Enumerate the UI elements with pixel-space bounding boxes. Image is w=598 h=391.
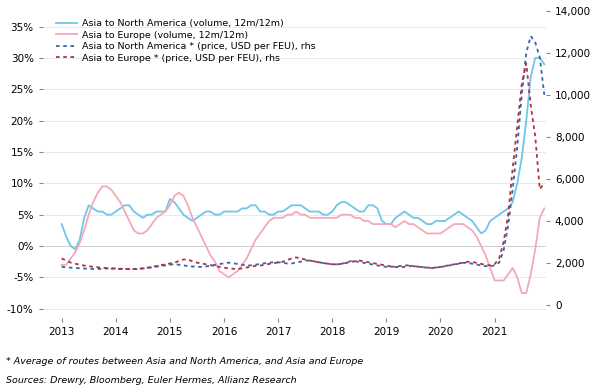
Asia to Europe * (price, USD per FEU), rhs bbox=[487, 263, 494, 268]
Legend: Asia to North America (volume, 12m/12m), Asia to Europe (volume, 12m/12m), Asia : Asia to North America (volume, 12m/12m),… bbox=[53, 16, 319, 66]
Asia to Europe * (price, USD per FEU), rhs bbox=[108, 266, 115, 271]
Asia to North America * (price, USD per FEU), rhs bbox=[288, 261, 295, 266]
Asia to Europe * (price, USD per FEU), rhs bbox=[478, 262, 485, 266]
Asia to Europe (volume, 12m/12m) bbox=[139, 231, 147, 236]
Asia to North America * (price, USD per FEU), rhs bbox=[58, 264, 65, 269]
Asia to North America (volume, 12m/12m) bbox=[446, 215, 453, 220]
Asia to Europe (volume, 12m/12m) bbox=[478, 244, 485, 248]
Line: Asia to Europe (volume, 12m/12m): Asia to Europe (volume, 12m/12m) bbox=[62, 187, 544, 293]
Asia to Europe (volume, 12m/12m) bbox=[58, 262, 65, 267]
Asia to Europe (volume, 12m/12m) bbox=[518, 291, 525, 295]
Asia to North America (volume, 12m/12m) bbox=[288, 203, 295, 208]
Asia to Europe * (price, USD per FEU), rhs bbox=[288, 256, 295, 261]
Asia to Europe * (price, USD per FEU), rhs bbox=[541, 181, 548, 185]
Asia to Europe (volume, 12m/12m) bbox=[288, 212, 295, 217]
Asia to Europe * (price, USD per FEU), rhs bbox=[135, 266, 142, 271]
Asia to North America (volume, 12m/12m) bbox=[532, 56, 539, 60]
Asia to Europe * (price, USD per FEU), rhs bbox=[58, 256, 65, 261]
Asia to North America * (price, USD per FEU), rhs bbox=[541, 93, 548, 97]
Asia to North America * (price, USD per FEU), rhs bbox=[446, 263, 453, 268]
Asia to Europe (volume, 12m/12m) bbox=[112, 194, 120, 198]
Asia to Europe * (price, USD per FEU), rhs bbox=[446, 263, 453, 267]
Text: Sources: Drewry, Bloomberg, Euler Hermes, Allianz Research: Sources: Drewry, Bloomberg, Euler Hermes… bbox=[6, 376, 297, 385]
Asia to North America (volume, 12m/12m) bbox=[112, 209, 120, 214]
Asia to North America * (price, USD per FEU), rhs bbox=[108, 266, 115, 271]
Asia to Europe * (price, USD per FEU), rhs bbox=[523, 61, 530, 66]
Asia to Europe (volume, 12m/12m) bbox=[541, 206, 548, 211]
Asia to North America * (price, USD per FEU), rhs bbox=[487, 264, 494, 269]
Asia to North America (volume, 12m/12m) bbox=[72, 247, 79, 251]
Asia to North America * (price, USD per FEU), rhs bbox=[527, 34, 535, 38]
Asia to Europe (volume, 12m/12m) bbox=[446, 225, 453, 230]
Asia to North America (volume, 12m/12m) bbox=[478, 231, 485, 236]
Asia to Europe (volume, 12m/12m) bbox=[487, 265, 494, 270]
Asia to North America (volume, 12m/12m) bbox=[139, 215, 147, 220]
Asia to North America * (price, USD per FEU), rhs bbox=[478, 263, 485, 268]
Asia to North America (volume, 12m/12m) bbox=[58, 222, 65, 226]
Asia to North America (volume, 12m/12m) bbox=[487, 219, 494, 223]
Line: Asia to North America * (price, USD per FEU), rhs: Asia to North America * (price, USD per … bbox=[62, 36, 544, 269]
Text: * Average of routes between Asia and North America, and Asia and Europe: * Average of routes between Asia and Nor… bbox=[6, 357, 363, 366]
Line: Asia to Europe * (price, USD per FEU), rhs: Asia to Europe * (price, USD per FEU), r… bbox=[62, 63, 544, 269]
Asia to North America * (price, USD per FEU), rhs bbox=[130, 267, 138, 271]
Asia to North America * (price, USD per FEU), rhs bbox=[139, 266, 147, 271]
Line: Asia to North America (volume, 12m/12m): Asia to North America (volume, 12m/12m) bbox=[62, 58, 544, 249]
Asia to Europe * (price, USD per FEU), rhs bbox=[234, 267, 241, 271]
Asia to North America (volume, 12m/12m) bbox=[541, 62, 548, 66]
Asia to Europe (volume, 12m/12m) bbox=[99, 184, 106, 189]
